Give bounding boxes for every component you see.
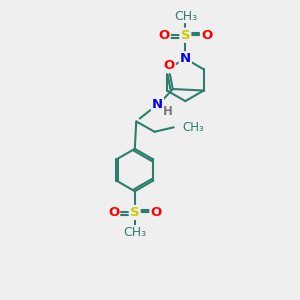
Text: O: O (108, 206, 119, 219)
Text: O: O (150, 206, 162, 219)
Text: N: N (180, 52, 191, 65)
Text: O: O (201, 29, 212, 42)
Text: S: S (181, 29, 190, 42)
Text: N: N (152, 98, 163, 111)
Text: O: O (158, 29, 170, 42)
Text: O: O (164, 59, 175, 72)
Text: CH₃: CH₃ (182, 121, 204, 134)
Text: H: H (163, 105, 173, 118)
Text: CH₃: CH₃ (174, 10, 197, 22)
Text: S: S (130, 206, 140, 219)
Text: CH₃: CH₃ (123, 226, 146, 239)
